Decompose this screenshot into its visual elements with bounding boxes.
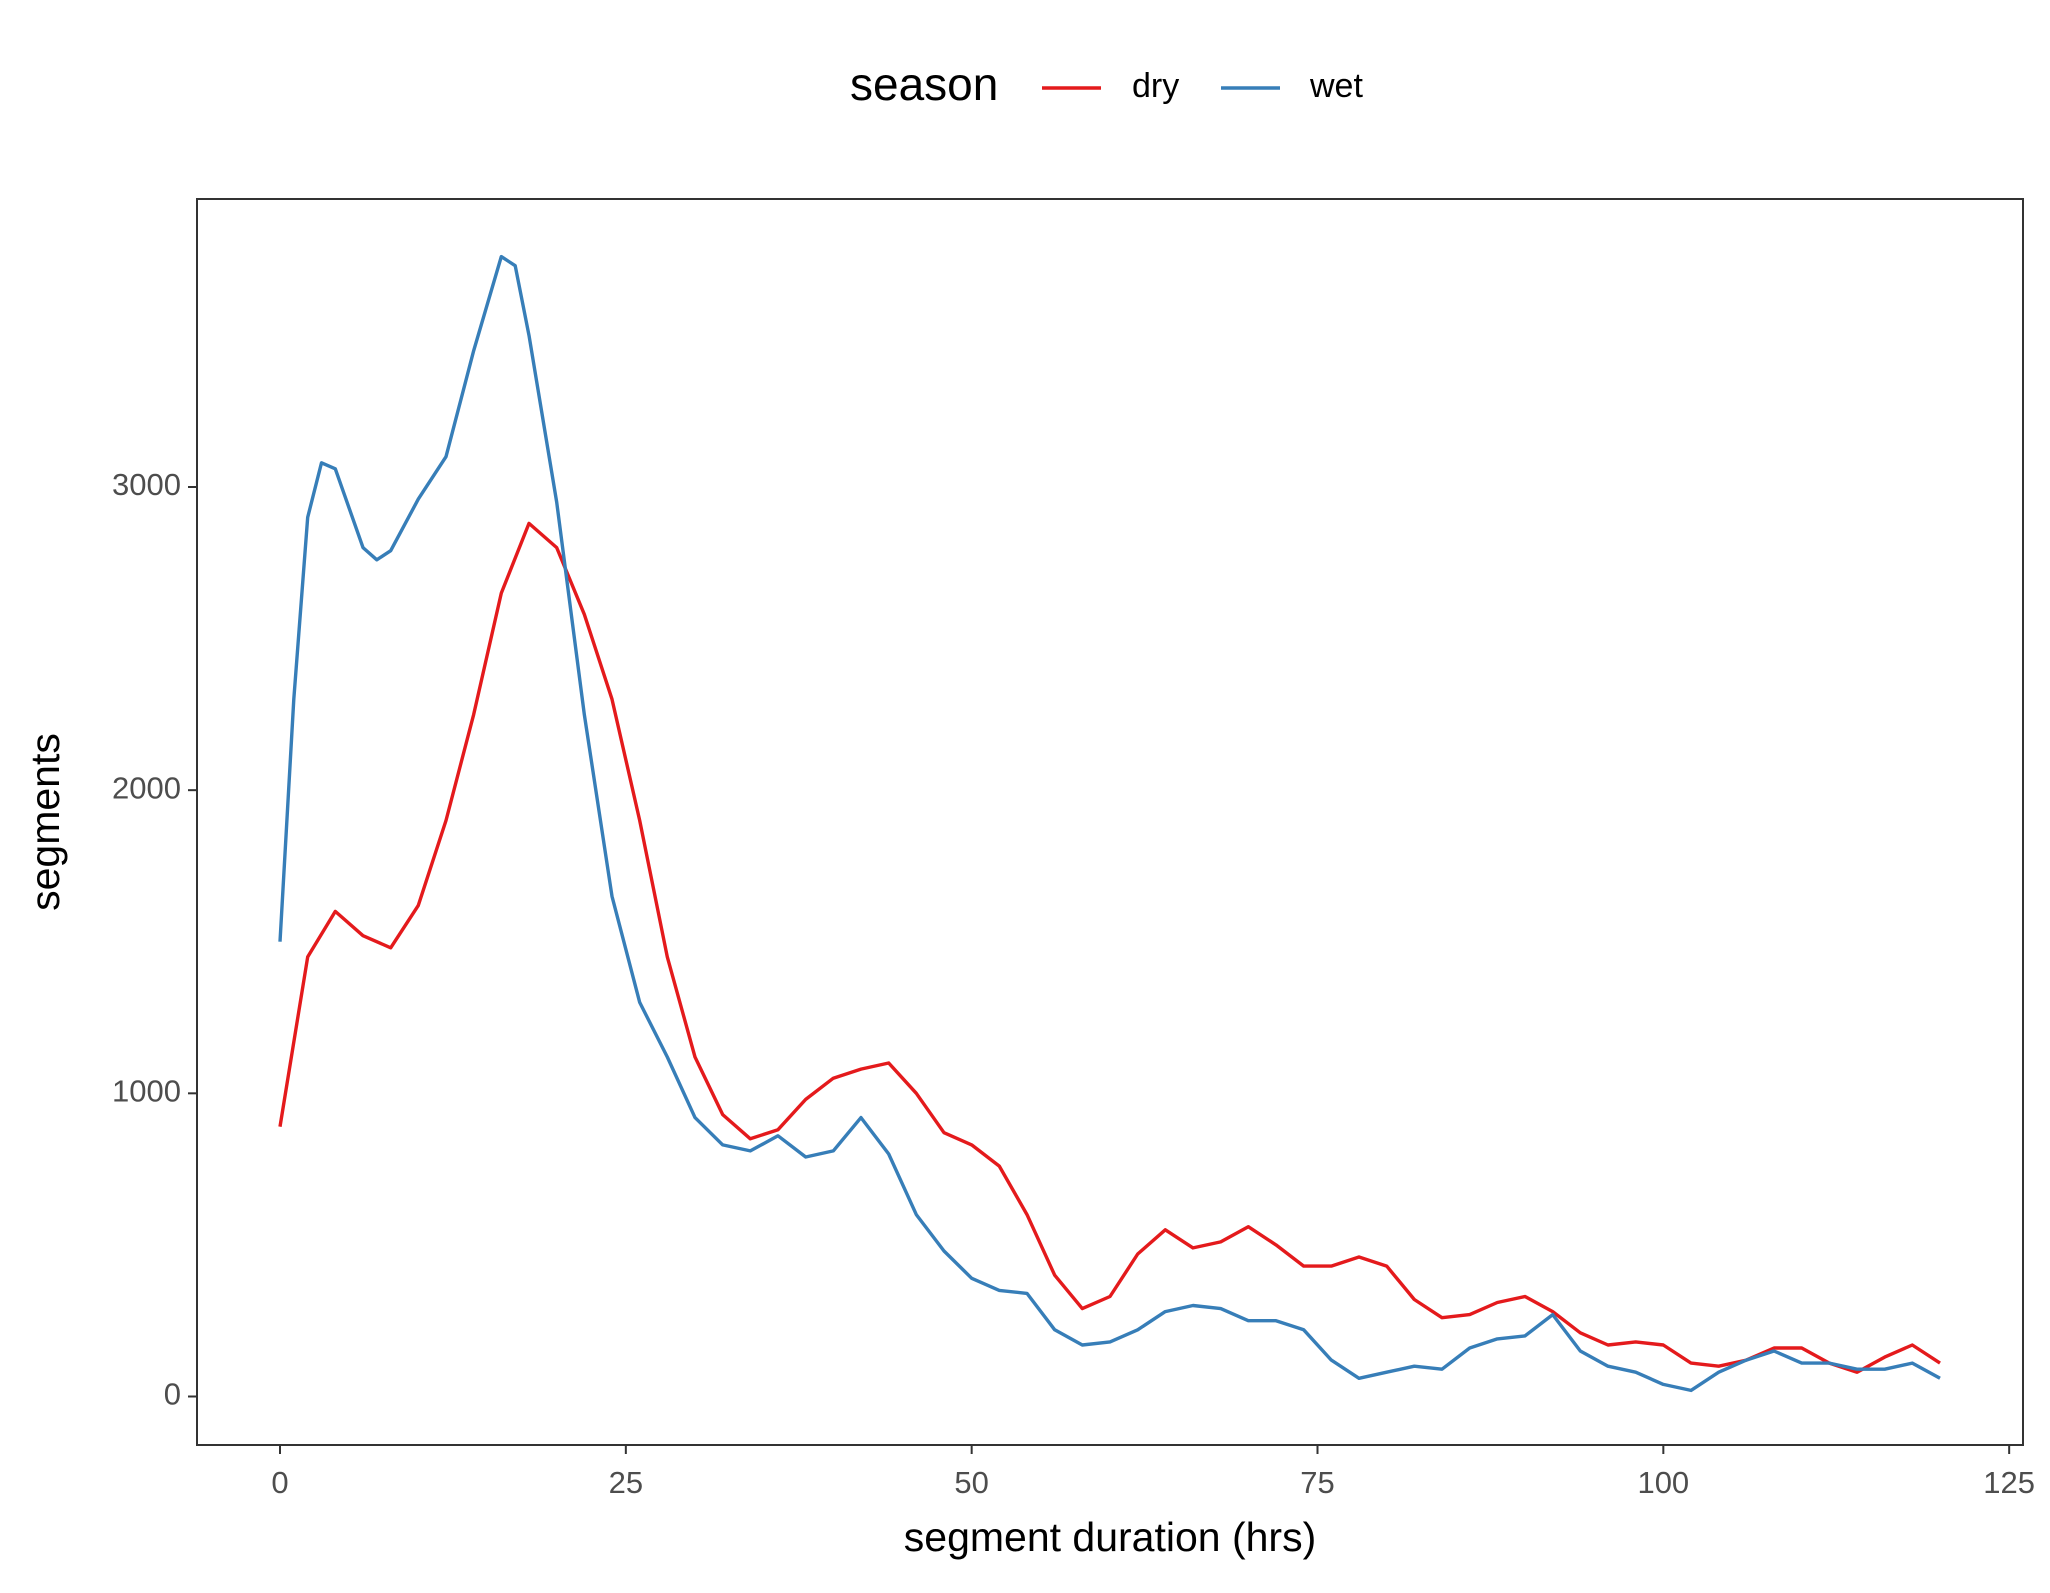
- y-tick-label: 3000: [112, 467, 181, 502]
- line-series: [278, 521, 1941, 1374]
- x-axis-title: segment duration (hrs): [904, 1514, 1316, 1560]
- x-tick-label: 125: [1983, 1465, 2035, 1500]
- legend-title: season: [850, 58, 998, 110]
- x-tick-label: 25: [609, 1465, 643, 1500]
- y-tick-label: 2000: [112, 770, 181, 805]
- x-tick-label: 50: [954, 1465, 988, 1500]
- panel-border: [196, 198, 2024, 1446]
- y-tick-label: 1000: [112, 1074, 181, 1109]
- line-series: [278, 254, 1941, 1393]
- x-tick-label: 100: [1637, 1465, 1689, 1500]
- x-tick-label: 75: [1300, 1465, 1334, 1500]
- y-tick-label: 0: [164, 1377, 181, 1412]
- x-tick-label: 0: [271, 1465, 288, 1500]
- legend-label: dry: [1132, 67, 1179, 105]
- y-axis-title: segments: [22, 733, 68, 911]
- legend-label: wet: [1309, 67, 1363, 105]
